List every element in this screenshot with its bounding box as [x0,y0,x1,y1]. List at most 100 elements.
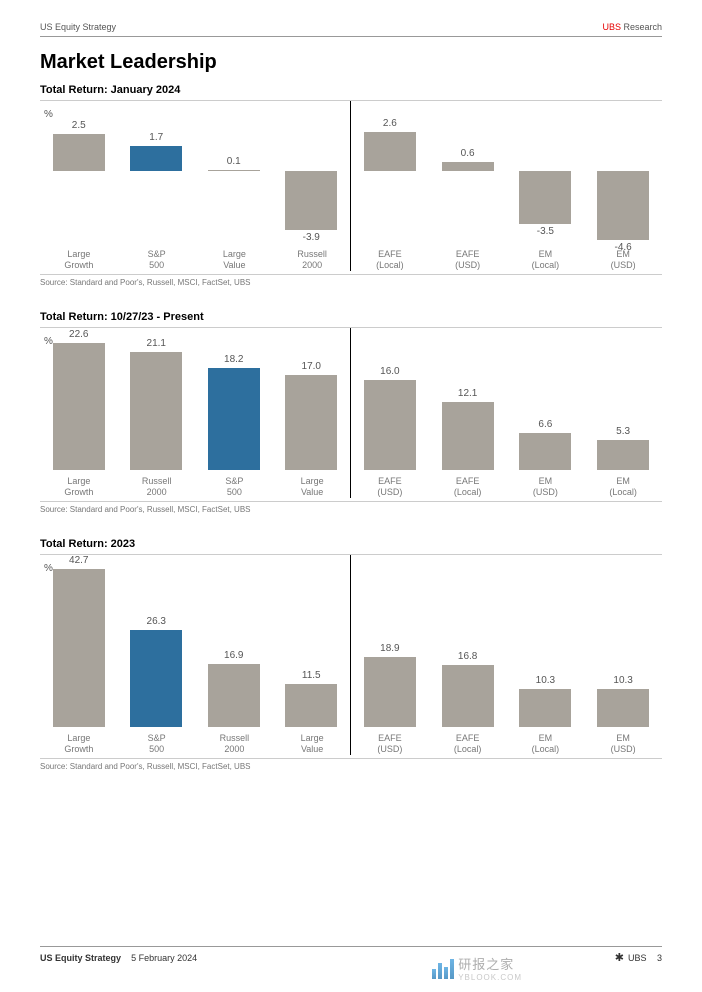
chart-block: Total Return: 2023%42.726.316.911.518.91… [40,538,662,771]
bar-value-label: 0.1 [195,156,273,167]
bar-value-label: 5.3 [584,426,662,437]
bar-slot: 1.7 [118,101,196,271]
bar-value-label: 2.6 [351,118,429,129]
bar [519,171,571,224]
bar-slot: 2.6 [351,101,429,271]
bar-slot: 12.1 [429,328,507,498]
bar-slot: 16.9 [195,555,273,755]
bar [130,146,182,172]
bar-slot: -4.6 [584,101,662,271]
bar [130,352,182,470]
bar-value-label: 1.7 [118,132,196,143]
bar [53,134,105,172]
bar-slot: 18.2 [195,328,273,498]
category-label: LargeGrowth [40,249,118,271]
bar [53,569,105,727]
bar [442,665,494,727]
category-label: EAFE(Local) [429,733,507,755]
chart-source: Source: Standard and Poor's, Russell, MS… [40,758,662,771]
category-label: EM(USD) [584,249,662,271]
bar [597,689,649,727]
bar-slot: 11.5 [273,555,351,755]
bar-slot: 26.3 [118,555,196,755]
bar-value-label: 16.9 [195,650,273,661]
bar-slot: 6.6 [507,328,585,498]
bar-slot: 17.0 [273,328,351,498]
footer-title: US Equity Strategy [40,953,121,963]
chart-title: Total Return: January 2024 [40,84,662,96]
page-title: Market Leadership [40,51,662,74]
bar [208,368,260,470]
footer-left: US Equity Strategy 5 February 2024 [40,953,197,963]
category-label: LargeValue [196,249,274,271]
bar [519,689,571,727]
bar [130,630,182,727]
header-right: UBS Research [602,22,662,32]
bar-slot: 5.3 [584,328,662,498]
header-left: US Equity Strategy [40,22,116,32]
category-label: EM(Local) [584,476,662,498]
bar-value-label: 16.8 [429,651,507,662]
bar [285,171,337,230]
category-label: EAFE(Local) [351,249,429,271]
bar-slot: -3.9 [273,101,351,271]
bar-value-label: 17.0 [273,361,351,372]
category-label: Russell2000 [196,733,274,755]
ubs-logo-icon: ✱ [615,951,624,964]
bar-value-label: 26.3 [118,616,196,627]
bar-value-label: 11.5 [273,670,351,681]
chart-title: Total Return: 10/27/23 - Present [40,311,662,323]
footer: US Equity Strategy 5 February 2024 ✱ UBS… [40,946,662,964]
category-label: S&P500 [196,476,274,498]
chart-block: Total Return: 10/27/23 - Present%22.621.… [40,311,662,514]
chart-source: Source: Standard and Poor's, Russell, MS… [40,274,662,287]
chart-block: Total Return: January 2024%2.51.70.1-3.9… [40,84,662,287]
bar-slot: 0.6 [429,101,507,271]
bar-value-label: -3.5 [507,226,585,237]
bar-value-label: 22.6 [40,329,118,340]
bar [285,375,337,470]
bar-slot: 16.8 [429,555,507,755]
footer-date: 5 February 2024 [131,953,197,963]
bar [597,440,649,470]
bar [519,433,571,470]
bar-value-label: 10.3 [584,675,662,686]
category-label: LargeGrowth [40,476,118,498]
category-label: Russell2000 [118,476,196,498]
bar-value-label: 18.2 [195,354,273,365]
header-bar: US Equity Strategy UBS Research [40,22,662,37]
bar-value-label: 21.1 [118,338,196,349]
watermark-sub: YBLOOK.COM [458,973,522,982]
category-label: Russell2000 [273,249,351,271]
chart-area: %2.51.70.1-3.92.60.6-3.5-4.6LargeGrowthS… [40,100,662,270]
category-label: EAFE(USD) [351,476,429,498]
bar [285,684,337,727]
bar [364,132,416,171]
page-number: 3 [657,953,662,963]
bar [597,171,649,240]
category-label: EM(USD) [584,733,662,755]
bar-value-label: 18.9 [351,643,429,654]
category-label: EM(USD) [507,476,585,498]
bar-value-label: 2.5 [40,120,118,131]
chart-area: %22.621.118.217.016.012.16.65.3LargeGrow… [40,327,662,497]
category-label: S&P500 [118,733,196,755]
brand-text: UBS [602,22,621,32]
bar-value-label: 6.6 [507,419,585,430]
bar [442,402,494,470]
bar [364,657,416,727]
chart-title: Total Return: 2023 [40,538,662,550]
bar [442,162,494,171]
category-label: LargeGrowth [40,733,118,755]
category-label: LargeValue [273,733,351,755]
bar-value-label: 0.6 [429,148,507,159]
bar-slot: 0.1 [195,101,273,271]
category-label: EM(Local) [507,733,585,755]
bar-value-label: 16.0 [351,366,429,377]
bar [364,380,416,470]
bar-value-label: 12.1 [429,388,507,399]
category-label: LargeValue [273,476,351,498]
header-right-text: Research [621,22,662,32]
bar [53,343,105,470]
bar-slot: 10.3 [584,555,662,755]
